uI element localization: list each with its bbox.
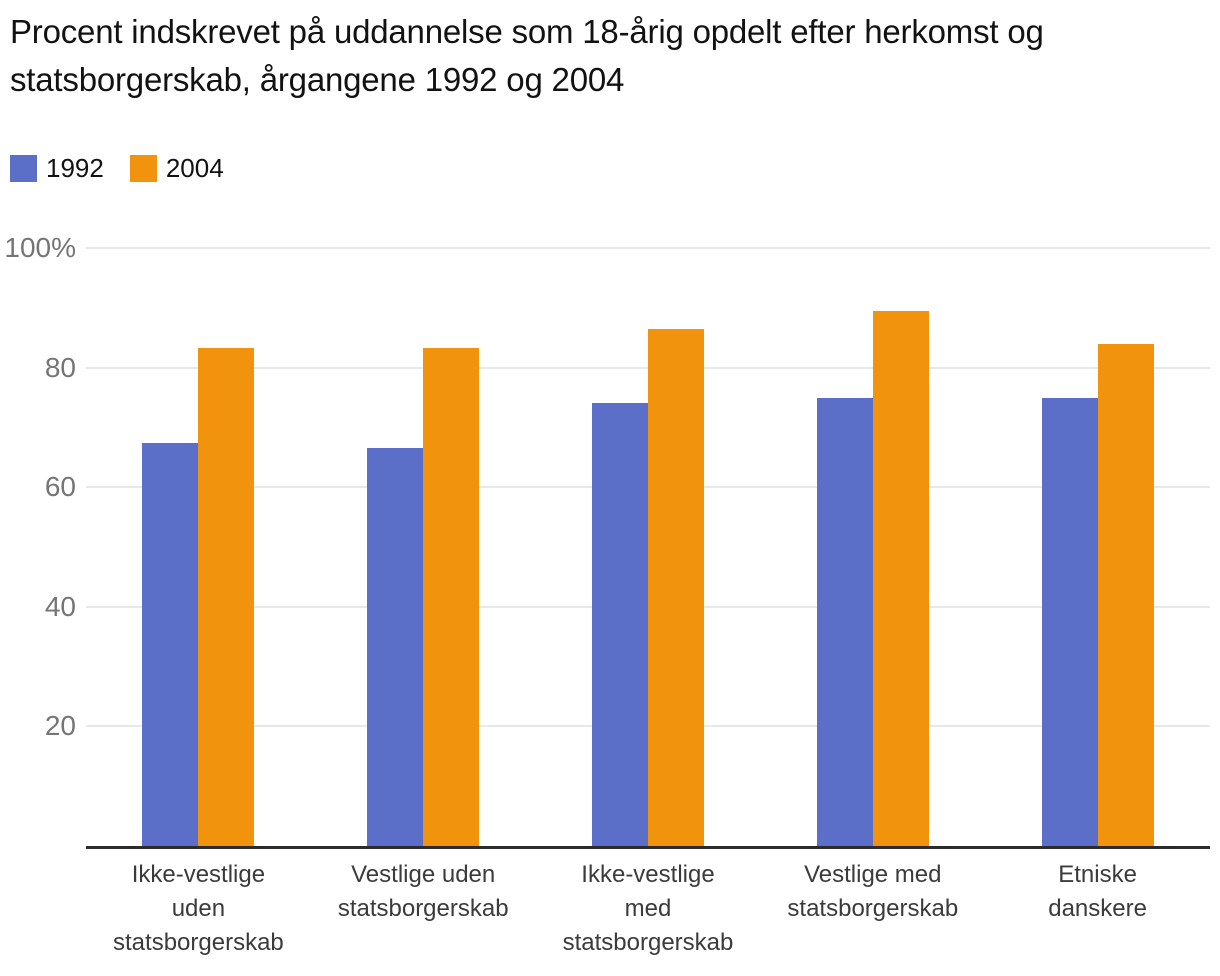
legend-swatch-icon [10,154,37,182]
legend-label: 2004 [165,152,224,183]
legend-item-1992: 1992 [10,152,104,183]
x-category-label: Ikke-vestlige med statsborgerskab [536,858,761,960]
x-category-label-line: statsborgerskab [787,895,959,922]
x-category-label: Vestlige med statsborgerskab [760,858,985,926]
y-tick-label: 100% [4,232,76,263]
x-axis-line [86,846,1210,849]
legend-label: 1992 [46,152,104,183]
y-tick-label: 20 [44,710,76,742]
y-tick-label: 40 [44,590,76,622]
bar-1992-group-4 [816,398,873,846]
bar-2004-group-1 [198,348,255,846]
bar-2004-group-3 [648,328,704,846]
x-category-label: Vestlige uden statsborgerskab [311,858,536,926]
x-category-label: Etniske danskere [985,858,1210,926]
bar-2004-group-5 [1097,343,1154,846]
bar-1992-group-5 [1041,397,1098,846]
bar-1992-group-2 [367,448,424,846]
x-category-label-line: statsborgerskab [113,929,284,956]
y-tick-label: 80 [44,351,76,383]
chart-title: Procent indskrevet på uddannelse som 18-… [10,13,1044,98]
x-category-label-line: Etniske [1058,861,1137,888]
x-category-label-line: med [624,895,672,922]
x-category-label-line: statsborgerskab [337,895,509,922]
bar-1992-group-3 [592,403,648,846]
bar-2004-group-4 [872,311,929,846]
x-axis-labels: Ikke-vestlige uden statsborgerskab Vestlige… [86,858,1210,970]
x-category-label-line: Vestlige med [804,861,942,888]
legend-swatch-icon [129,154,157,182]
x-category-label: Ikke-vestlige uden statsborgerskab [86,858,311,960]
chart-legend: 1992 2004 [10,152,224,184]
plot-area [86,247,1210,846]
gridline [86,247,1210,249]
x-category-label-line: statsborgerskab [562,929,734,956]
x-category-label-line: Vestlige uden [351,861,496,888]
x-category-label-line: uden [171,895,226,922]
x-category-label-line: Ikke-vestlige [131,861,266,888]
bar-2004-group-2 [423,348,480,846]
x-category-label-line: Ikke-vestlige [581,861,715,888]
y-tick-label: 60 [44,471,76,503]
bar-1992-group-1 [142,442,199,846]
x-category-label-line: danskere [1048,895,1147,922]
legend-item-2004: 2004 [129,152,224,183]
